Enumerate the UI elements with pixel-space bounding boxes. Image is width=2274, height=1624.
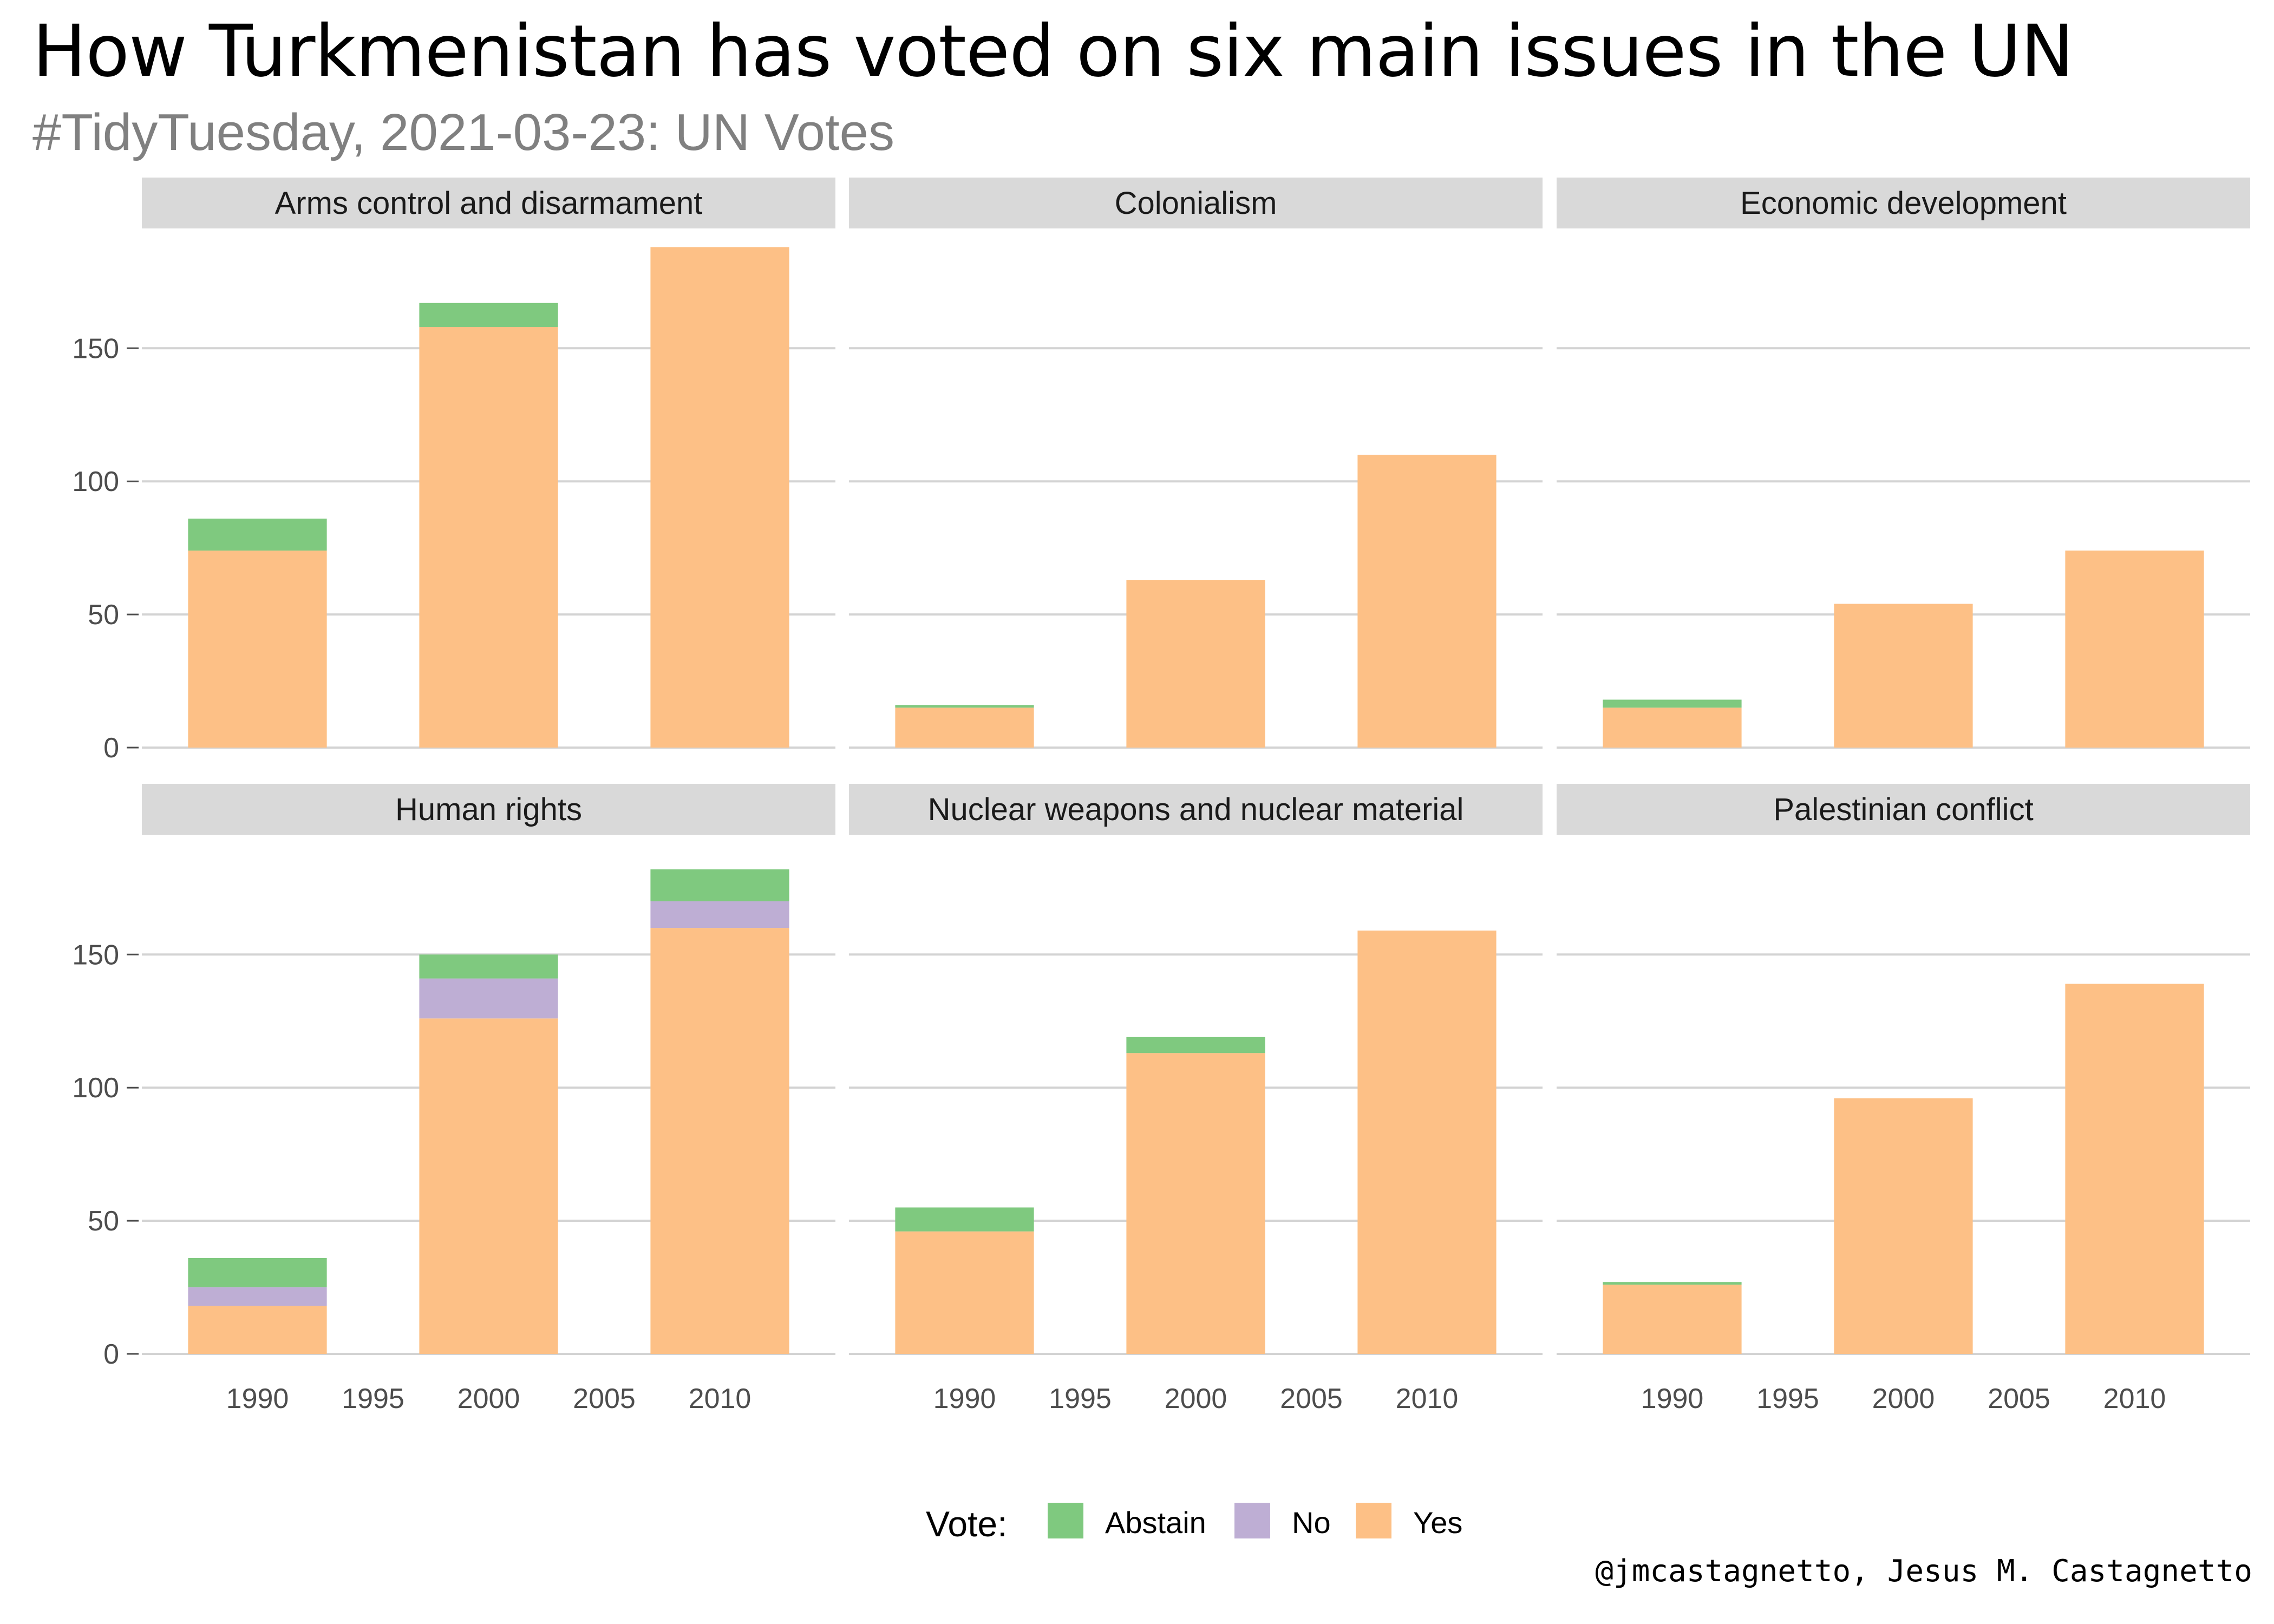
x-tick-label: 1995 (342, 1383, 404, 1415)
bar-segment-abstain (895, 1207, 1034, 1232)
bar-segment-no (188, 1287, 327, 1306)
bar-segment-abstain (188, 1258, 327, 1288)
legend-label-abstain: Abstain (1105, 1505, 1206, 1540)
facet-label: Human rights (395, 792, 582, 827)
bar-segment-yes (1126, 580, 1265, 748)
bar-segment-abstain (1603, 1282, 1742, 1285)
legend-swatch-yes (1356, 1503, 1391, 1538)
x-tick-label: 2005 (1988, 1383, 2050, 1415)
x-tick-label: 1990 (1641, 1383, 1704, 1415)
x-tick-label: 2010 (1396, 1383, 1459, 1415)
bar-segment-yes (2065, 551, 2204, 748)
bar-segment-yes (1834, 604, 1973, 748)
y-tick-label: 150 (72, 333, 119, 364)
bar-segment-abstain (1126, 1037, 1265, 1053)
bar-segment-abstain (650, 869, 789, 901)
y-tick-label: 100 (72, 466, 119, 497)
y-tick-label: 150 (72, 939, 119, 971)
chart-caption: @jmcastagnetto, Jesus M. Castagnetto (1595, 1554, 2252, 1589)
facet-label: Nuclear weapons and nuclear material (928, 792, 1464, 827)
x-tick-label: 1990 (226, 1383, 289, 1415)
chart-title: How Turkmenistan has voted on six main i… (32, 10, 2074, 93)
bar-segment-abstain (1603, 699, 1742, 708)
facet-label: Colonialism (1115, 186, 1277, 221)
y-tick-label: 0 (103, 732, 119, 764)
bar-segment-yes (1357, 931, 1497, 1354)
bar-segment-yes (1357, 455, 1497, 748)
bar-segment-yes (1126, 1053, 1265, 1354)
x-tick-label: 2005 (573, 1383, 636, 1415)
x-tick-label: 2010 (689, 1383, 752, 1415)
x-tick-label: 2010 (2103, 1383, 2166, 1415)
facet-strip (142, 178, 835, 228)
facet-strip (1557, 784, 2250, 835)
legend-label-yes: Yes (1413, 1505, 1462, 1540)
bar-segment-yes (2065, 984, 2204, 1354)
bar-segment-yes (419, 326, 558, 748)
bar-segment-yes (419, 1018, 558, 1354)
facet-strip (142, 784, 835, 835)
x-tick-label: 2005 (1280, 1383, 1343, 1415)
x-tick-label: 2000 (458, 1383, 520, 1415)
x-tick-label: 2000 (1165, 1383, 1227, 1415)
y-tick-label: 50 (88, 1206, 119, 1237)
legend-label-no: No (1292, 1505, 1331, 1540)
facet-strip (849, 784, 1543, 835)
bar-segment-yes (650, 928, 789, 1354)
bar-segment-abstain (419, 954, 558, 979)
bar-segment-abstain (895, 705, 1034, 708)
chart-subtitle: #TidyTuesday, 2021-03-23: UN Votes (32, 103, 894, 161)
x-tick-label: 1995 (1756, 1383, 1819, 1415)
facet-strip (849, 178, 1543, 228)
facet-label: Economic development (1740, 186, 2067, 221)
bar-segment-yes (1834, 1098, 1973, 1354)
bar-segment-abstain (188, 519, 327, 551)
facet-strip (1557, 178, 2250, 228)
y-tick-label: 50 (88, 599, 119, 631)
x-tick-label: 1990 (933, 1383, 996, 1415)
bar-segment-yes (188, 1306, 327, 1354)
bar-segment-yes (650, 247, 789, 748)
bar-segment-yes (188, 551, 327, 748)
x-tick-label: 2000 (1872, 1383, 1935, 1415)
legend-title: Vote: (926, 1504, 1007, 1544)
bar-segment-no (650, 901, 789, 928)
facet-label: Arms control and disarmament (275, 186, 703, 221)
bar-segment-yes (895, 708, 1034, 748)
bar-segment-abstain (419, 303, 558, 327)
y-tick-label: 100 (72, 1072, 119, 1104)
bar-segment-yes (1603, 1285, 1742, 1354)
y-tick-label: 0 (103, 1339, 119, 1370)
bar-segment-yes (895, 1231, 1034, 1354)
legend-swatch-no (1234, 1503, 1270, 1538)
facet-label: Palestinian conflict (1773, 792, 2033, 827)
x-tick-label: 1995 (1049, 1383, 1112, 1415)
bar-segment-no (419, 978, 558, 1019)
bar-segment-yes (1603, 708, 1742, 748)
legend-swatch-abstain (1048, 1503, 1083, 1538)
